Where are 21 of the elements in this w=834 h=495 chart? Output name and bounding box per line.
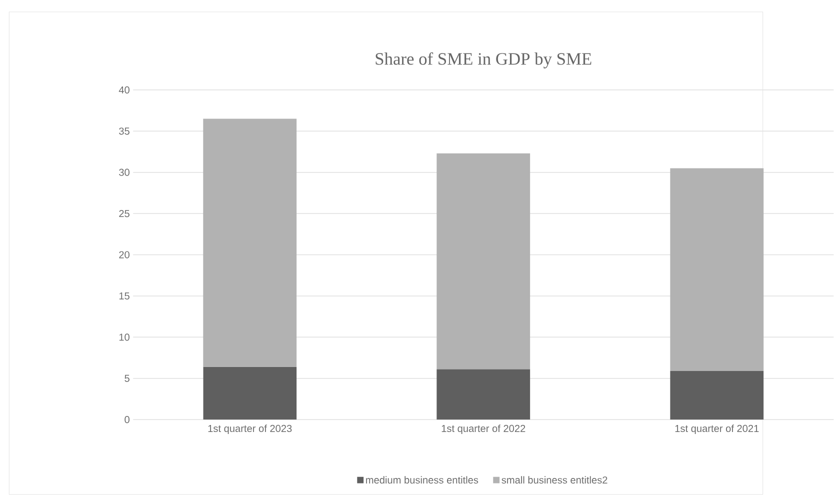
y-tick-label: 30 [119,168,130,176]
x-tick-label: 1st quarter of 2022 [442,424,526,434]
x-tick-label: 1st quarter of 2021 [675,424,759,434]
bar [436,153,530,370]
y-tick-label: 15 [119,292,130,300]
y-tick-label: 20 [119,250,130,258]
bar [670,370,764,420]
legend-label: medium business entitles [366,476,478,484]
legend-label: small business entitles2 [502,476,608,484]
y-tick-label: 35 [119,127,130,134]
bar [203,366,297,420]
x-tick-label: 1st quarter of 2023 [208,424,292,434]
chart-title: Share of SME in GDP by SME [376,52,592,68]
bar [203,118,297,367]
y-tick-label: 5 [124,374,130,382]
bar [436,369,530,420]
y-tick-label: 25 [119,210,130,217]
y-tick-label: 40 [118,86,130,94]
y-tick-label: 0 [124,416,130,423]
bar [670,168,764,371]
y-tick-label: 10 [119,333,130,341]
